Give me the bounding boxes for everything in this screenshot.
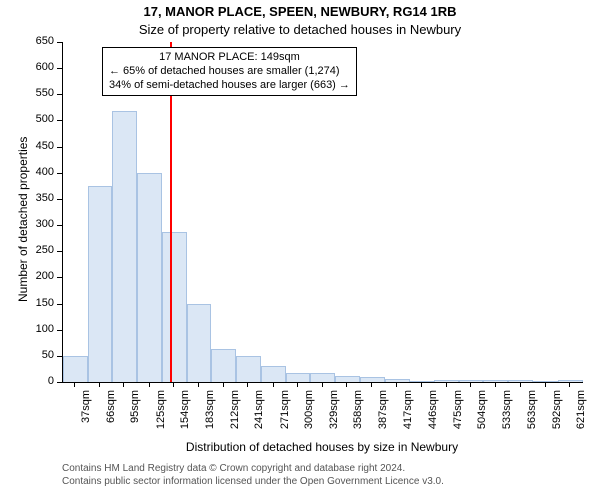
annotation-line: 17 MANOR PLACE: 149sqm [109,51,350,65]
x-tick-mark [396,382,397,387]
y-tick-mark [57,277,62,278]
y-tick-label: 450 [22,140,54,152]
histogram-bar [112,111,137,382]
chart-footer: Contains HM Land Registry data © Crown c… [62,462,444,488]
chart-title-description: Size of property relative to detached ho… [0,22,600,37]
x-tick-label: 37sqm [80,390,92,440]
x-tick-mark [421,382,422,387]
footer-line-2: Contains public sector information licen… [62,475,444,488]
y-tick-mark [57,304,62,305]
annotation-line: ← 65% of detached houses are smaller (1,… [109,65,350,79]
chart-title-address: 17, MANOR PLACE, SPEEN, NEWBURY, RG14 1R… [0,4,600,19]
histogram-bar [335,376,360,382]
y-tick-mark [57,173,62,174]
x-tick-label: 533sqm [501,390,513,440]
histogram-bar [187,304,212,382]
x-tick-label: 125sqm [155,390,167,440]
x-tick-label: 212sqm [229,390,241,440]
x-tick-mark [223,382,224,387]
x-tick-mark [99,382,100,387]
x-tick-label: 300sqm [303,390,315,440]
y-tick-mark [57,199,62,200]
y-tick-label: 550 [22,87,54,99]
x-tick-label: 504sqm [476,390,488,440]
x-tick-label: 66sqm [105,390,117,440]
histogram-bar [63,356,88,382]
x-tick-label: 241sqm [253,390,265,440]
x-tick-mark [470,382,471,387]
x-tick-mark [74,382,75,387]
y-tick-mark [57,251,62,252]
y-tick-mark [57,330,62,331]
x-tick-mark [371,382,372,387]
y-tick-mark [57,147,62,148]
annotation-line: 34% of semi-detached houses are larger (… [109,79,350,93]
y-tick-mark [57,42,62,43]
x-tick-label: 446sqm [427,390,439,440]
y-tick-label: 0 [22,375,54,387]
x-tick-mark [346,382,347,387]
y-tick-mark [57,94,62,95]
y-tick-label: 400 [22,166,54,178]
histogram-bar [360,377,385,382]
y-tick-mark [57,68,62,69]
x-tick-mark [545,382,546,387]
x-tick-label: 417sqm [402,390,414,440]
x-axis-label: Distribution of detached houses by size … [62,440,582,454]
y-tick-label: 600 [22,61,54,73]
histogram-bar [162,232,187,382]
x-tick-mark [322,382,323,387]
x-tick-label: 271sqm [279,390,291,440]
histogram-bar [236,356,261,382]
x-tick-label: 563sqm [526,390,538,440]
y-tick-label: 200 [22,270,54,282]
y-tick-label: 100 [22,323,54,335]
x-tick-label: 95sqm [129,390,141,440]
y-tick-mark [57,356,62,357]
histogram-bar [211,349,236,382]
y-tick-label: 350 [22,192,54,204]
x-tick-label: 475sqm [452,390,464,440]
y-tick-label: 250 [22,244,54,256]
x-tick-mark [198,382,199,387]
x-tick-mark [123,382,124,387]
x-tick-label: 621sqm [575,390,587,440]
y-tick-label: 300 [22,218,54,230]
y-tick-mark [57,225,62,226]
x-tick-mark [173,382,174,387]
y-tick-label: 50 [22,349,54,361]
footer-line-1: Contains HM Land Registry data © Crown c… [62,462,444,475]
x-tick-mark [495,382,496,387]
x-tick-mark [446,382,447,387]
x-tick-mark [569,382,570,387]
y-tick-mark [57,120,62,121]
x-tick-mark [520,382,521,387]
histogram-bar [483,380,508,382]
x-tick-label: 154sqm [179,390,191,440]
annotation-box: 17 MANOR PLACE: 149sqm← 65% of detached … [102,47,357,96]
y-tick-mark [57,382,62,383]
x-tick-label: 387sqm [377,390,389,440]
histogram-bar [286,373,311,382]
x-tick-label: 358sqm [352,390,364,440]
x-tick-label: 592sqm [551,390,563,440]
x-tick-mark [273,382,274,387]
x-tick-mark [149,382,150,387]
histogram-bar [137,173,162,382]
x-tick-mark [247,382,248,387]
histogram-bar [261,366,286,382]
y-tick-label: 650 [22,35,54,47]
y-tick-label: 500 [22,113,54,125]
histogram-bar [310,373,335,382]
x-tick-label: 183sqm [204,390,216,440]
histogram-bar [558,380,583,382]
x-tick-mark [297,382,298,387]
x-tick-label: 329sqm [328,390,340,440]
histogram-bar [88,186,113,382]
y-tick-label: 150 [22,297,54,309]
